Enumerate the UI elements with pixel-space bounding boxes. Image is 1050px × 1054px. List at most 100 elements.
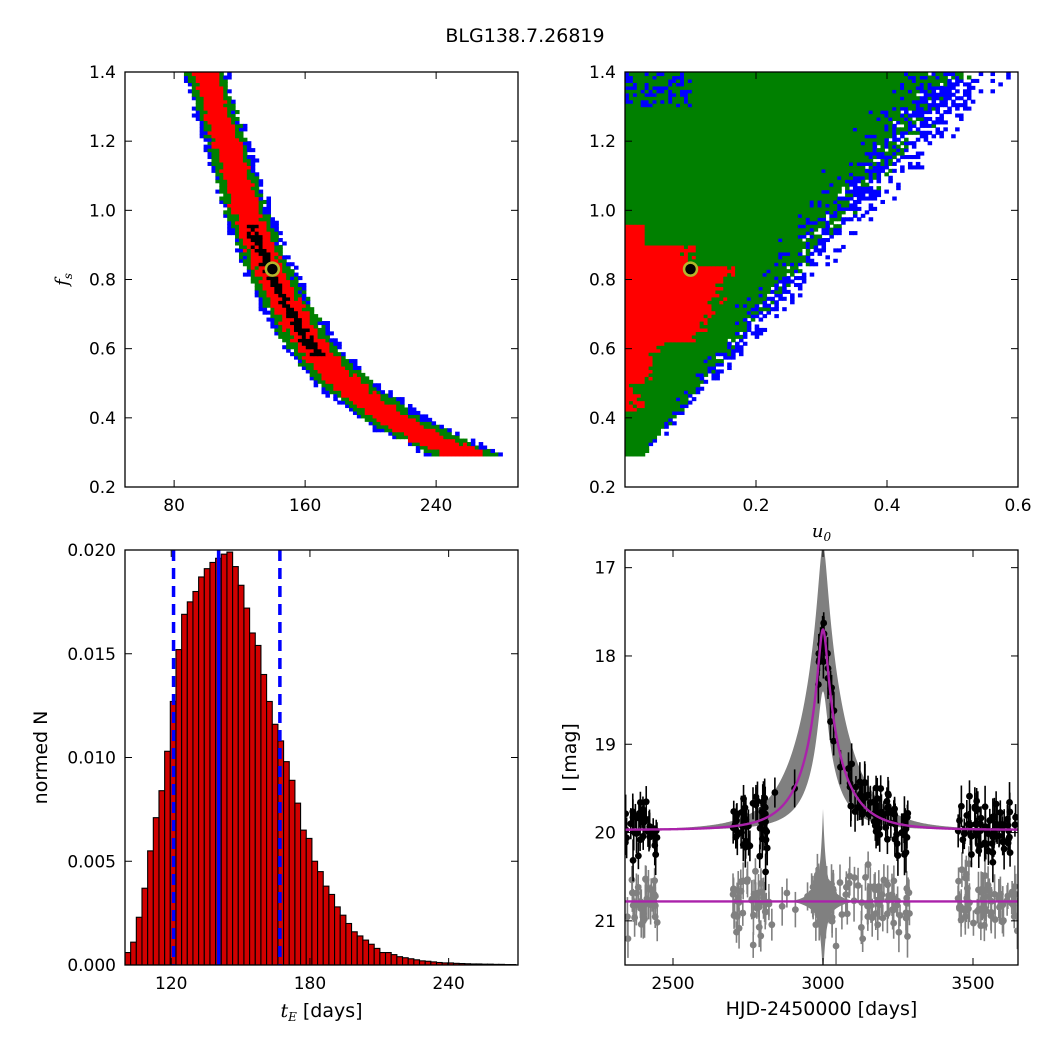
heatmap-cell: [637, 231, 642, 235]
heatmap-cell: [778, 266, 783, 270]
heatmap-cell: [680, 407, 685, 411]
heatmap-cell: [455, 432, 460, 436]
heatmap-cell: [369, 380, 374, 384]
heatmap-cell: [731, 248, 736, 252]
heatmap-cell: [778, 235, 783, 239]
heatmap-cell: [439, 452, 444, 456]
heatmap-cell: [774, 165, 779, 169]
heatmap-cell: [349, 397, 354, 401]
heatmap-cell: [361, 373, 366, 377]
heatmap-cell: [668, 366, 673, 370]
heatmap-cell: [227, 103, 232, 107]
heatmap-cell: [404, 435, 409, 439]
heatmap-cell: [778, 210, 783, 214]
heatmap-cell: [653, 297, 658, 301]
heatmap-cell: [227, 200, 232, 204]
heatmap-cell: [731, 255, 736, 259]
heatmap-cell: [306, 300, 311, 304]
heatmap-cell: [649, 321, 654, 325]
heatmap-cell: [365, 390, 370, 394]
heatmap-cell: [435, 432, 440, 436]
heatmap-cell: [664, 418, 669, 422]
heatmap-cell: [243, 127, 248, 131]
heatmap-cell: [353, 390, 358, 394]
heatmap-cell: [684, 276, 689, 280]
heatmap-cell: [196, 89, 201, 93]
heatmap-cell: [302, 349, 307, 353]
heatmap-cell: [680, 259, 685, 263]
heatmap-cell: [314, 321, 319, 325]
heatmap-cell: [637, 190, 642, 194]
heatmap-cell: [625, 262, 630, 266]
heatmap-cell: [684, 311, 689, 315]
heatmap-cell: [266, 210, 271, 214]
heatmap-cell: [782, 190, 787, 194]
heatmap-cell: [735, 176, 740, 180]
heatmap-cell: [759, 228, 764, 232]
heatmap-cell: [247, 266, 252, 270]
heatmap-cell: [286, 300, 291, 304]
heatmap-cell: [704, 314, 709, 318]
heatmap-cell: [373, 407, 378, 411]
heatmap-cell: [302, 363, 307, 367]
heatmap-cell: [790, 248, 795, 252]
heatmap-cell: [290, 328, 295, 332]
heatmap-cell: [380, 414, 385, 418]
heatmap-cell: [676, 387, 681, 391]
heatmap-cell: [235, 152, 240, 156]
heatmap-cell: [641, 328, 646, 332]
heatmap-cell: [649, 324, 654, 328]
heatmap-cell: [688, 318, 693, 322]
heatmap-cell: [727, 186, 732, 190]
heatmap-cell: [196, 79, 201, 83]
heatmap-cell: [711, 255, 716, 259]
heatmap-cell: [692, 349, 697, 353]
heatmap-cell: [660, 421, 665, 425]
heatmap-cell: [333, 345, 338, 349]
heatmap-cell: [845, 176, 850, 180]
heatmap-cell: [786, 283, 791, 287]
heatmap-cell: [259, 207, 264, 211]
heatmap-cell: [656, 179, 661, 183]
heatmap-cell: [888, 179, 893, 183]
heatmap-cell: [735, 276, 740, 280]
heatmap-cell: [641, 335, 646, 339]
heatmap-cell: [672, 290, 677, 294]
heatmap-cell: [739, 214, 744, 218]
heatmap-cell: [759, 235, 764, 239]
heatmap-cell: [833, 176, 838, 180]
heatmap-cell: [845, 197, 850, 201]
heatmap-cell: [243, 138, 248, 142]
heatmap-cell: [286, 314, 291, 318]
heatmap-cell: [668, 266, 673, 270]
heatmap-cell: [857, 158, 862, 162]
heatmap-cell: [806, 165, 811, 169]
heatmap-cell: [719, 335, 724, 339]
heatmap-cell: [692, 380, 697, 384]
heatmap-cell: [270, 286, 275, 290]
y-tick-label: 0.8: [89, 271, 116, 291]
heatmap-cell: [263, 235, 268, 239]
heatmap-cell: [735, 345, 740, 349]
heatmap-cell: [735, 248, 740, 252]
heatmap-cell: [294, 304, 299, 308]
heatmap-cell: [920, 152, 925, 156]
heatmap-cell: [645, 165, 650, 169]
heatmap-cell: [696, 324, 701, 328]
heatmap-cell: [766, 262, 771, 266]
heatmap-cell: [778, 252, 783, 256]
heatmap-cell: [649, 224, 654, 228]
heatmap-cell: [278, 245, 283, 249]
heatmap-cell: [219, 114, 224, 118]
heatmap-cell: [656, 252, 661, 256]
heatmap-cell: [325, 387, 330, 391]
heatmap-cell: [266, 217, 271, 221]
heatmap-cell: [719, 176, 724, 180]
heatmap-cell: [649, 342, 654, 346]
heatmap-cell: [676, 304, 681, 308]
heatmap-cell: [294, 273, 299, 277]
heatmap-cell: [239, 221, 244, 225]
heatmap-cell: [388, 407, 393, 411]
heatmap-cell: [396, 421, 401, 425]
heatmap-cell: [286, 293, 291, 297]
